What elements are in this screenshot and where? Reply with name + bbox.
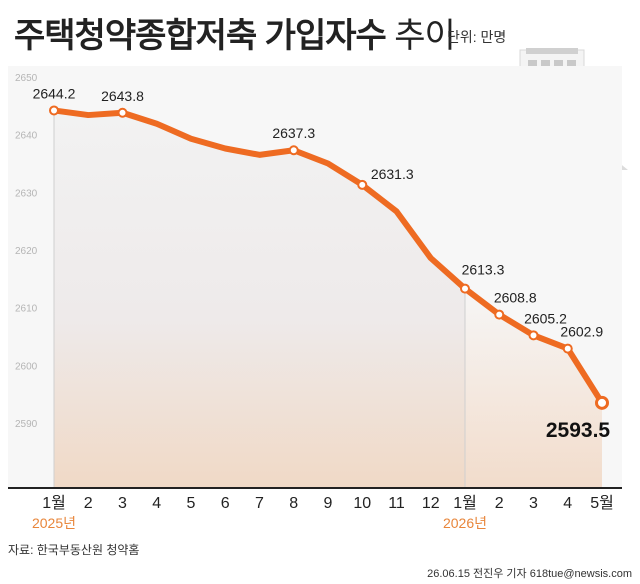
y-tick-label: 2620 [15, 246, 38, 257]
plot-area: 2590 2600 2610 2620 2630 2640 2650 1월 2 3 4 5 6 7 8 9 10… [8, 66, 622, 531]
data-label: 2643.8 [101, 88, 144, 104]
data-label: 2644.2 [33, 85, 76, 101]
data-label: 2602.9 [560, 324, 603, 340]
x-tick-label: 8 [289, 495, 298, 512]
x-tick-label: 2 [495, 495, 504, 512]
data-label: 2631.3 [371, 166, 414, 182]
data-point-marker [117, 107, 128, 118]
x-tick-label: 5 [187, 495, 196, 512]
data-point-marker [562, 343, 573, 354]
x-tick-label: 1월 [42, 494, 66, 512]
x-tick-label: 3 [529, 495, 538, 512]
data-point-marker [460, 283, 470, 294]
x-tick-label: 3 [118, 495, 127, 512]
y-tick-label: 2650 [15, 73, 38, 84]
x-tick-label: 2 [84, 495, 93, 512]
x-tick-label: 10 [353, 495, 371, 512]
title-bold: 주택청약종합저축 가입자수 [14, 17, 387, 55]
page-title: 주택청약종합저축 가입자수 추이 [14, 8, 456, 57]
x-tick-label: 1월 [453, 494, 477, 512]
x-tick-label: 9 [324, 495, 333, 512]
year-label: 2025년 [32, 515, 76, 531]
y-tick-label: 2610 [15, 304, 38, 315]
data-label: 2608.8 [494, 290, 537, 306]
series-line [51, 107, 605, 406]
x-tick-label: 7 [255, 495, 264, 512]
area-2026 [465, 288, 602, 488]
building-window [541, 60, 550, 68]
building-window [567, 60, 576, 68]
title-light: 추이 [394, 17, 456, 55]
source-note: 자료: 한국부동산원 청약홈 [8, 543, 140, 557]
data-point-marker [49, 105, 59, 116]
x-tick-label: 12 [422, 495, 440, 512]
data-point-marker [357, 179, 368, 190]
unit-label: 단위: 만명 [447, 29, 507, 45]
x-tick-label: 5월 [590, 494, 614, 512]
y-tick-label: 2600 [15, 361, 38, 372]
building-window [554, 60, 563, 68]
x-tick-label: 4 [563, 495, 572, 512]
data-label: 2605.2 [524, 310, 567, 326]
data-point-marker [528, 330, 539, 341]
building-window [528, 60, 537, 68]
x-tick-label: 6 [221, 495, 230, 512]
x-tick-label: 4 [152, 495, 161, 512]
credit-note: 26.06.15 전진우 기자 618tue@newsis.com [427, 568, 632, 580]
area-2025 [54, 110, 465, 489]
data-label: 2637.3 [272, 125, 315, 141]
y-tick-label: 2630 [15, 188, 38, 199]
y-tick-label: 2640 [15, 131, 38, 142]
data-point-marker [494, 309, 505, 320]
year-label: 2026년 [443, 515, 487, 531]
data-point-marker [595, 395, 609, 410]
x-tick-label: 11 [388, 495, 405, 512]
data-label: 2613.3 [462, 262, 505, 278]
data-label: 2593.5 [546, 419, 611, 442]
y-tick-label: 2590 [15, 419, 38, 430]
data-point-marker [288, 145, 299, 156]
